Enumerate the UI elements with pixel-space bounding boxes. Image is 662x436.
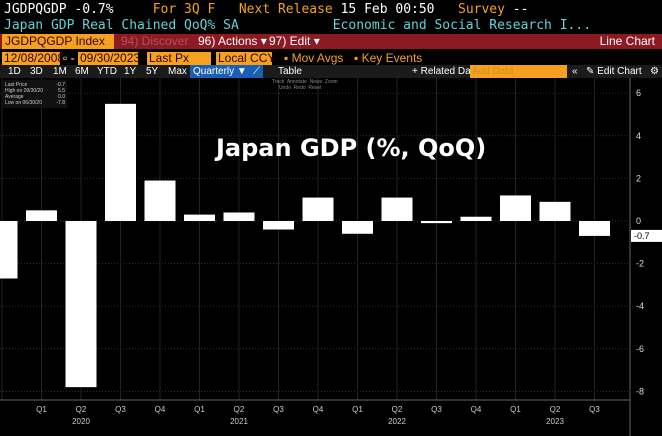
table-button[interactable]: Table xyxy=(278,66,302,77)
y-tick-label: -6 xyxy=(636,344,644,354)
edit-chart-button[interactable]: ✎ Edit Chart xyxy=(586,66,642,77)
chart-tools[interactable]: Track Annotate News Zoom Undo Redo Reset xyxy=(272,79,338,91)
bar xyxy=(539,201,571,221)
year-label: 2021 xyxy=(230,417,248,426)
discover-menu[interactable]: 94) Discover xyxy=(121,34,189,48)
bar xyxy=(144,180,176,221)
x-tick-label: Q2 xyxy=(392,405,403,414)
range-3d[interactable]: 3D xyxy=(30,66,43,77)
y-tick-label: -4 xyxy=(636,301,644,311)
y-tick-label: 2 xyxy=(636,173,641,183)
period: For 3Q F xyxy=(152,2,216,17)
currency-select[interactable]: Local CCY xyxy=(216,51,276,65)
add-data-input[interactable]: Add Data xyxy=(470,65,567,78)
x-tick-label: Q1 xyxy=(194,405,205,414)
line-chart-icon[interactable]: ⟋ xyxy=(250,65,263,78)
x-tick-label: Q1 xyxy=(36,405,47,414)
legend-item: Low on 06/30/20 -7.8 xyxy=(5,100,65,106)
range-1d[interactable]: 1D xyxy=(8,66,21,77)
key-events-toggle[interactable]: ▪ Key Events xyxy=(354,51,423,65)
gear-icon[interactable]: ⚙ xyxy=(650,66,659,77)
toolbar: JGDPQGDP Index 94) Discover 96) Actions … xyxy=(0,34,662,49)
survey-label: Survey xyxy=(458,2,505,17)
bar xyxy=(342,221,373,234)
edit-menu[interactable]: 97) Edit ▾ xyxy=(269,34,320,48)
start-date[interactable]: 12/08/2008 xyxy=(2,51,65,65)
year-label: 2020 xyxy=(72,417,90,426)
frequency-select[interactable]: Quarterly ▼ xyxy=(190,65,250,78)
x-tick-label: Q2 xyxy=(76,405,87,414)
bar xyxy=(65,221,97,388)
y-tick-label: -2 xyxy=(636,259,644,269)
x-tick-label: Q3 xyxy=(115,405,126,414)
bar xyxy=(421,221,452,224)
x-tick-label: Q4 xyxy=(155,405,166,414)
related-data-button[interactable]: + Related Dat xyxy=(412,66,474,77)
collapse-icon[interactable]: « xyxy=(572,66,578,77)
bar xyxy=(223,212,255,221)
description: Japan GDP Real Chained QoQ% SA xyxy=(4,18,239,33)
x-tick-label: Q1 xyxy=(352,405,363,414)
source: Economic and Social Research I... xyxy=(332,18,592,33)
chart-type[interactable]: Line Chart xyxy=(599,34,655,48)
x-tick-label: Q3 xyxy=(431,405,442,414)
range-5y[interactable]: 5Y xyxy=(146,66,159,77)
bar xyxy=(579,221,610,236)
x-tick-label: Q2 xyxy=(234,405,245,414)
x-tick-label: Q3 xyxy=(273,405,284,414)
bar xyxy=(500,195,531,221)
next-release-date: 15 Feb 00:50 xyxy=(340,2,435,17)
legend-item: Average 0.0 xyxy=(5,94,65,100)
legend-item: Last Price -0.7 xyxy=(5,82,65,88)
year-label: 2022 xyxy=(388,417,406,426)
last-value-tag xyxy=(631,229,662,242)
bar xyxy=(0,221,18,279)
range-6m[interactable]: 6M xyxy=(75,66,89,77)
last-value-label: -0.7 xyxy=(634,231,650,241)
x-tick-label: Q1 xyxy=(510,405,521,414)
year-label: 2023 xyxy=(546,417,564,426)
end-date[interactable]: 09/30/2023 xyxy=(78,51,141,65)
next-release-label: Next Release xyxy=(238,2,333,17)
range-bar: 1D 3D 1M 6M YTD 1Y 5Y Max Quarterly ▼ ⟋ … xyxy=(0,65,662,78)
survey-value: -- xyxy=(512,2,529,17)
description-row: Japan GDP Real Chained QoQ% SA Economic … xyxy=(4,18,591,33)
bar xyxy=(263,221,294,230)
x-tick-label: Q2 xyxy=(550,405,561,414)
legend-item: High on 09/30/20 5.5 xyxy=(5,88,65,94)
y-tick-label: 0 xyxy=(636,216,641,226)
header-row: JGDPQGDP -0.7% For 3Q F Next Release 15 … xyxy=(4,2,528,17)
x-tick-label: Q3 xyxy=(589,405,600,414)
bar xyxy=(460,216,492,221)
ticker: JGDPQGDP xyxy=(4,2,67,17)
y-tick-label: -8 xyxy=(636,386,644,396)
range-1y[interactable]: 1Y xyxy=(124,66,137,77)
range-1m[interactable]: 1M xyxy=(53,66,67,77)
bar xyxy=(26,210,57,221)
date-dash: ▫ - xyxy=(63,51,75,65)
legend: Last Price -0.7 High on 09/30/20 5.5 Average… xyxy=(3,80,67,108)
range-max[interactable]: Max xyxy=(168,66,187,77)
bar xyxy=(381,197,413,221)
field-select[interactable]: Last Px xyxy=(147,52,211,65)
actions-menu[interactable]: 96) Actions ▾ xyxy=(198,34,267,48)
last-value: -0.7% xyxy=(74,2,114,17)
y-tick-label: 4 xyxy=(636,131,641,141)
bar xyxy=(302,197,334,221)
bar xyxy=(184,214,215,221)
x-tick-label: Q4 xyxy=(471,405,482,414)
x-tick-label: Q4 xyxy=(313,405,324,414)
range-ytd[interactable]: YTD xyxy=(97,66,117,77)
chart-area[interactable]: 6 4 2 0 -2 -4 -6 -8 Q1 Q2 Q3 Q4 Q1 Q2 Q3 Q4 Q1 Q2 Q3 Q4 Q1 Q2… xyxy=(0,78,662,436)
mov-avgs-toggle[interactable]: ▪ Mov Avgs xyxy=(284,51,344,65)
chart-title: Japan GDP (%, QoQ) xyxy=(216,134,487,162)
security-field[interactable]: JGDPQGDP Index xyxy=(2,34,114,49)
bar xyxy=(105,103,136,221)
y-tick-label: 6 xyxy=(636,88,641,98)
